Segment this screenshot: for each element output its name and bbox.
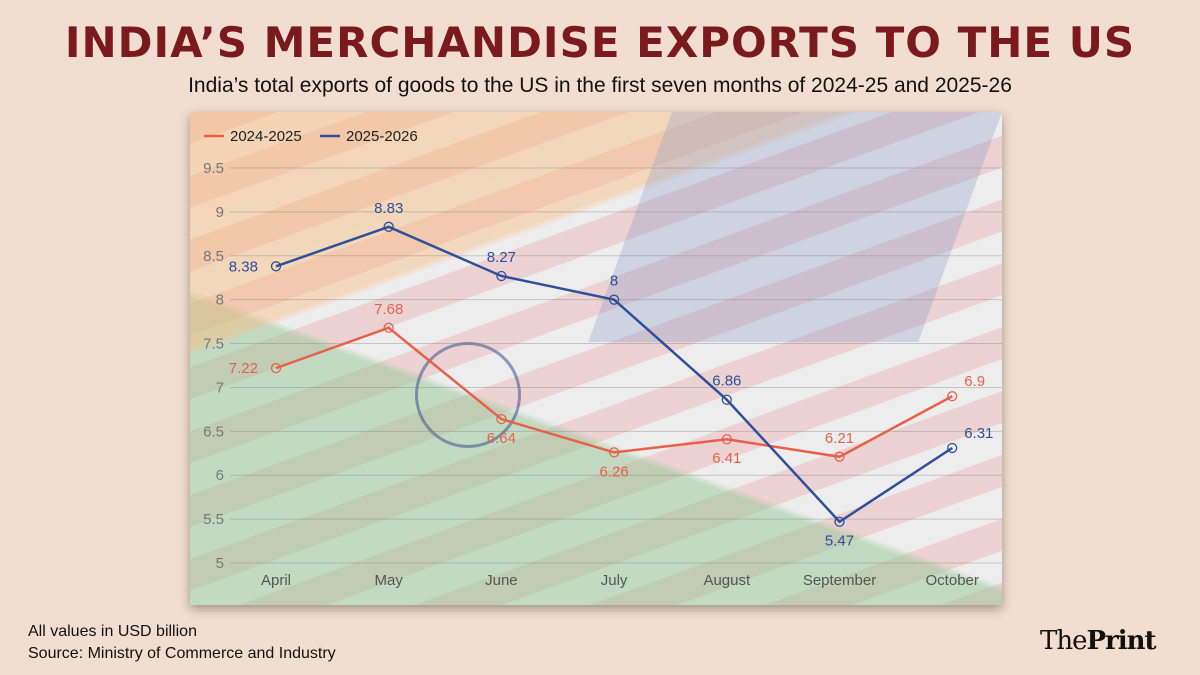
data-label: 8.83 xyxy=(374,200,403,217)
data-point xyxy=(496,270,507,282)
logo-light: The xyxy=(1040,626,1087,656)
data-point xyxy=(383,221,394,232)
chakra-decoration xyxy=(415,342,521,448)
theprint-logo: ThePrint xyxy=(1040,626,1157,656)
data-point xyxy=(270,362,282,374)
data-point xyxy=(608,447,620,458)
logo-bold: Print xyxy=(1086,626,1156,656)
data-label: 8.38 xyxy=(229,258,258,275)
data-label: 6.41 xyxy=(712,450,741,467)
data-label: 5.47 xyxy=(825,533,854,550)
y-tick-label: 9.5 xyxy=(203,160,224,177)
data-label: 6.64 xyxy=(487,430,516,447)
x-tick-label: August xyxy=(703,572,751,589)
data-point xyxy=(947,391,958,402)
data-point xyxy=(608,294,620,305)
x-tick-label: October xyxy=(926,572,979,589)
data-label: 7.22 xyxy=(229,360,258,377)
x-tick-label: June xyxy=(485,572,518,589)
y-tick-label: 7.5 xyxy=(203,336,224,353)
chart-panel: 5 5.5 6 6.5 7 7.5 8 8.5 9 9.5 April May June July Augu… xyxy=(190,112,1002,605)
data-point xyxy=(721,394,732,405)
source-note: Source: Ministry of Commerce and Industr… xyxy=(28,645,336,662)
data-label: 6.31 xyxy=(964,425,993,442)
y-tick-label: 5 xyxy=(216,555,224,572)
data-label: 8.27 xyxy=(487,249,516,266)
data-point xyxy=(947,442,958,454)
y-tick-label: 5.5 xyxy=(203,511,224,528)
data-label: 8 xyxy=(610,273,618,290)
data-point xyxy=(721,434,732,445)
data-point xyxy=(383,322,394,333)
y-tick-label: 8.5 xyxy=(203,248,224,265)
y-tick-label: 7 xyxy=(216,379,224,396)
chart-title: INDIA’S MERCHANDISE EXPORTS TO THE US xyxy=(64,18,1136,67)
series-line-2025-2026 xyxy=(275,225,953,524)
chart-subtitle: India’s total exports of goods to the US… xyxy=(188,74,1012,97)
data-label: 6.21 xyxy=(825,430,854,447)
data-label: 6.9 xyxy=(964,373,985,390)
y-tick-label: 8 xyxy=(216,292,224,309)
data-label: 6.26 xyxy=(599,463,628,480)
data-point xyxy=(834,516,845,527)
data-point xyxy=(834,451,845,462)
legend-label: 2025-2026 xyxy=(346,128,418,145)
x-tick-label: May xyxy=(375,572,404,589)
series-line-2024-2025 xyxy=(275,326,953,459)
line-chart: 5 5.5 6 6.5 7 7.5 8 8.5 9 9.5 April May June July Augu… xyxy=(203,128,1002,589)
x-tick-label: July xyxy=(601,572,628,589)
x-tick-label: September xyxy=(803,572,876,589)
legend-label: 2024-2025 xyxy=(230,128,302,145)
data-label: 7.68 xyxy=(374,301,403,318)
y-tick-label: 6.5 xyxy=(203,423,224,440)
y-tick-label: 9 xyxy=(216,204,224,221)
x-tick-label: April xyxy=(261,572,291,589)
data-label: 6.86 xyxy=(712,373,741,390)
data-point xyxy=(496,413,507,425)
y-tick-label: 6 xyxy=(216,467,224,484)
data-point xyxy=(270,261,282,272)
units-note: All values in USD billion xyxy=(28,623,197,640)
